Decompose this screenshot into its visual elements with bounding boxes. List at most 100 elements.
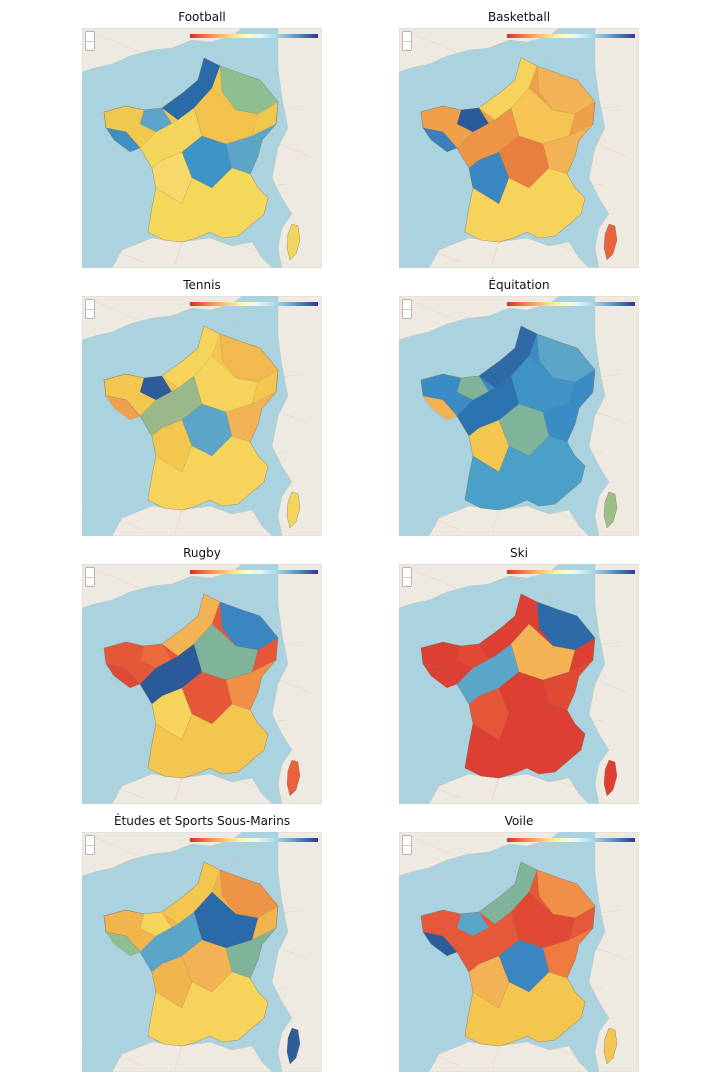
zoom-control[interactable] [402, 835, 412, 855]
basemap-road [399, 772, 461, 799]
basemap-road [86, 856, 268, 883]
basemap-spain [111, 1041, 273, 1072]
basemap-road [229, 775, 291, 802]
zoom-in-button[interactable] [403, 568, 411, 578]
basemap-road [403, 320, 585, 347]
basemap-europe [588, 28, 639, 268]
zoom-in-button[interactable] [403, 300, 411, 310]
map-canvas[interactable] [399, 28, 639, 268]
basemap-road [100, 426, 162, 453]
legend-colorbar [190, 302, 318, 306]
basemap-road [118, 80, 180, 107]
department-region [219, 65, 279, 115]
basemap-spain [428, 1041, 590, 1072]
basemap-spain [111, 773, 273, 804]
basemap-road [403, 52, 585, 79]
basemap-road [546, 775, 608, 802]
zoom-out-button[interactable] [86, 845, 94, 854]
choropleth-map[interactable] [399, 832, 639, 1072]
map-canvas[interactable] [399, 832, 639, 1072]
department-region [536, 601, 596, 651]
zoom-out-button[interactable] [403, 309, 411, 318]
basemap-road [229, 1043, 291, 1070]
map-canvas[interactable] [399, 296, 639, 536]
zoom-in-button[interactable] [86, 568, 94, 578]
choropleth-map[interactable] [82, 28, 322, 268]
corsica-region [286, 491, 301, 529]
department-region [147, 971, 269, 1047]
zoom-control[interactable] [85, 567, 95, 587]
choropleth-map[interactable] [399, 296, 639, 536]
zoom-out-button[interactable] [86, 309, 94, 318]
map-panel: Rugby [82, 544, 322, 806]
map-panel: Tennis [82, 276, 322, 538]
map-canvas[interactable] [82, 296, 322, 536]
zoom-out-button[interactable] [403, 41, 411, 50]
basemap-europe [588, 296, 639, 536]
color-legend [190, 834, 318, 843]
basemap-road [546, 1043, 608, 1070]
choropleth-map[interactable] [82, 296, 322, 536]
basemap-road [118, 616, 180, 643]
zoom-in-button[interactable] [86, 836, 94, 846]
legend-colorbar [190, 570, 318, 574]
legend-colorbar [507, 570, 635, 574]
zoom-control[interactable] [402, 567, 412, 587]
department-region [225, 123, 277, 175]
basemap-road [399, 236, 461, 263]
map-title: Football [178, 10, 226, 24]
color-legend [190, 566, 318, 575]
map-canvas[interactable] [82, 28, 322, 268]
map-panel: Voile [399, 812, 639, 1074]
map-canvas[interactable] [82, 832, 322, 1072]
zoom-in-button[interactable] [403, 32, 411, 42]
department-region [105, 931, 141, 957]
corsica-region [286, 1027, 301, 1065]
basemap-road [82, 1040, 144, 1067]
map-canvas[interactable] [399, 564, 639, 804]
zoom-control[interactable] [85, 299, 95, 319]
zoom-control[interactable] [85, 835, 95, 855]
department-region [422, 931, 458, 957]
basemap-europe [588, 564, 639, 804]
map-title: Études et Sports Sous-Marins [113, 814, 291, 828]
basemap-road [546, 239, 608, 266]
basemap-road [100, 962, 162, 989]
basemap-road [417, 426, 479, 453]
map-title: Voile [504, 814, 534, 828]
basemap-road [546, 507, 608, 534]
choropleth-map[interactable] [399, 564, 639, 804]
zoom-out-button[interactable] [86, 577, 94, 586]
corsica-region [286, 223, 301, 261]
zoom-control[interactable] [402, 299, 412, 319]
corsica-region [603, 223, 618, 261]
zoom-out-button[interactable] [86, 41, 94, 50]
department-region [147, 703, 269, 779]
department-region [464, 435, 586, 511]
basemap-spain [428, 505, 590, 536]
department-region [422, 395, 458, 421]
department-region [542, 391, 594, 443]
corsica-region [603, 1027, 618, 1065]
zoom-control[interactable] [85, 31, 95, 51]
zoom-out-button[interactable] [403, 577, 411, 586]
basemap-road [100, 694, 162, 721]
choropleth-map[interactable] [399, 28, 639, 268]
basemap-road [417, 158, 479, 185]
legend-colorbar [190, 838, 318, 842]
zoom-in-button[interactable] [86, 300, 94, 310]
map-canvas[interactable] [82, 564, 322, 804]
color-legend [190, 298, 318, 307]
map-panel: Basketball [399, 8, 639, 270]
choropleth-map[interactable] [82, 564, 322, 804]
basemap-road [399, 504, 461, 531]
basemap-road [403, 588, 585, 615]
department-region [464, 971, 586, 1047]
department-region [464, 703, 586, 779]
zoom-in-button[interactable] [86, 32, 94, 42]
zoom-control[interactable] [402, 31, 412, 51]
basemap-europe [271, 564, 322, 804]
choropleth-map[interactable] [82, 832, 322, 1072]
zoom-out-button[interactable] [403, 845, 411, 854]
zoom-in-button[interactable] [403, 836, 411, 846]
